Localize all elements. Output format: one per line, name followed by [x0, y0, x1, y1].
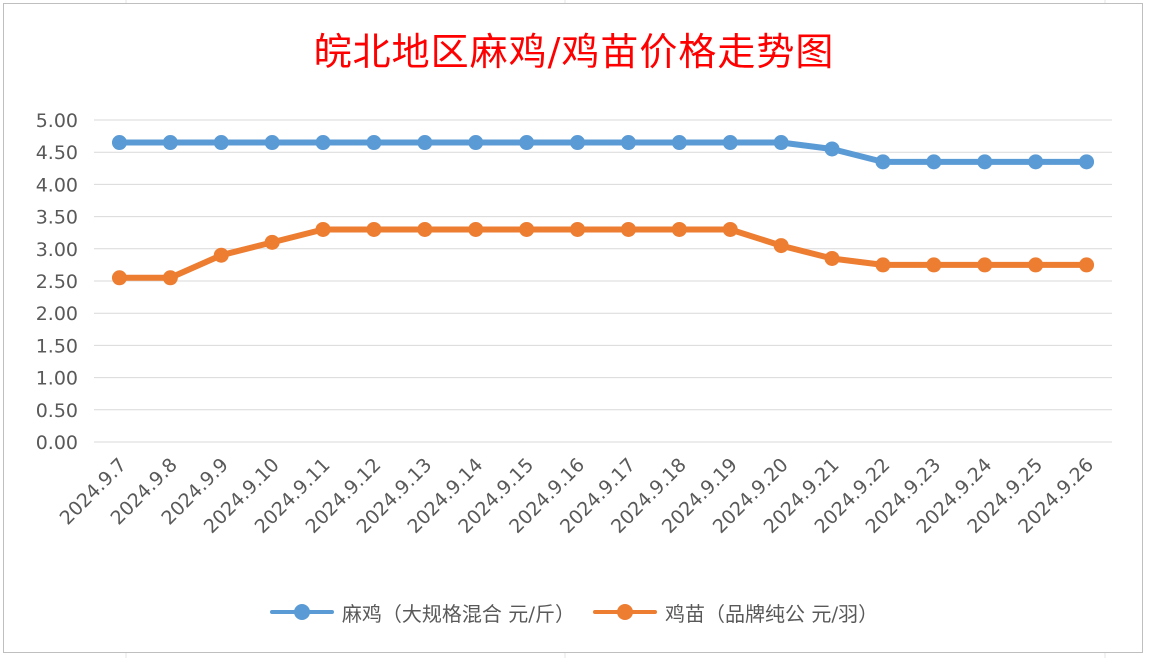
series-1-point[interactable]	[620, 135, 636, 151]
series-1-point[interactable]	[366, 135, 382, 151]
series-1-point[interactable]	[315, 135, 331, 151]
series-2-point[interactable]	[926, 257, 942, 273]
y-tick-label: 0.00	[36, 432, 78, 454]
series-2-point[interactable]	[366, 221, 382, 237]
series-1-point[interactable]	[824, 141, 840, 157]
series-1-point[interactable]	[671, 135, 687, 151]
series-2-point[interactable]	[1028, 257, 1044, 273]
series-2-point[interactable]	[468, 221, 484, 237]
series-1-point[interactable]	[468, 135, 484, 151]
series-2-point[interactable]	[315, 221, 331, 237]
series-2-point[interactable]	[824, 250, 840, 266]
plot-area: 5.00 4.50 4.00 3.50 3.00 2.50 2.00 1.50 1.00 0.50…	[36, 110, 1112, 538]
series-2-point[interactable]	[111, 270, 127, 286]
legend-marker-dot	[617, 604, 633, 620]
series-2-point[interactable]	[570, 221, 586, 237]
series-1-point[interactable]	[519, 135, 535, 151]
series-1-point[interactable]	[926, 154, 942, 170]
y-tick-label: 3.50	[36, 207, 78, 229]
y-tick-label: 1.00	[36, 368, 78, 390]
series-line-2	[116, 226, 1090, 281]
series-line-1	[116, 139, 1090, 165]
series-1-point[interactable]	[264, 135, 280, 151]
y-tick-label: 2.50	[36, 271, 78, 293]
series-1-point[interactable]	[417, 135, 433, 151]
chart-area[interactable]: 皖北地区麻鸡/鸡苗价格走势图 5.00 4.50 4.00 3.50 3.00 2.50 2…	[3, 3, 1143, 653]
series-1-point[interactable]	[875, 154, 891, 170]
series-2-point[interactable]	[875, 257, 891, 273]
series-1-point[interactable]	[722, 135, 738, 151]
series-2-point[interactable]	[162, 270, 178, 286]
series-2-point[interactable]	[519, 221, 535, 237]
series-1-point[interactable]	[111, 135, 127, 151]
chart-title: 皖北地区麻鸡/鸡苗价格走势图	[313, 30, 835, 74]
series-1-point[interactable]	[1079, 154, 1095, 170]
y-tick-label: 5.00	[36, 110, 78, 132]
y-tick-label: 3.00	[36, 239, 78, 261]
series-2-point[interactable]	[264, 234, 280, 250]
series-1-point[interactable]	[570, 135, 586, 151]
series-1-point[interactable]	[773, 135, 789, 151]
series-2-point[interactable]	[671, 221, 687, 237]
legend-label: 鸡苗（品牌纯公 元/羽）	[665, 601, 879, 626]
legend-label: 麻鸡（大规格混合 元/斤）	[341, 601, 575, 626]
y-tick-label: 1.50	[36, 335, 78, 357]
legend-marker	[269, 602, 334, 622]
legend-item-1[interactable]: 麻鸡（大规格混合 元/斤）	[269, 598, 575, 627]
series-2-point[interactable]	[417, 221, 433, 237]
series-1-point[interactable]	[213, 135, 229, 151]
series-1-point[interactable]	[1028, 154, 1044, 170]
series-2-point[interactable]	[213, 247, 229, 263]
legend-item-2[interactable]: 鸡苗（品牌纯公 元/羽）	[593, 598, 878, 627]
series-1-point[interactable]	[977, 154, 993, 170]
y-tick-label: 4.00	[36, 174, 78, 196]
series-2-point[interactable]	[977, 257, 993, 273]
y-tick-label: 2.00	[36, 303, 78, 325]
legend-marker	[593, 602, 657, 622]
series-2-point[interactable]	[1079, 257, 1095, 273]
series-2-point[interactable]	[722, 221, 738, 237]
legend-marker-dot	[293, 604, 310, 620]
legend: 麻鸡（大规格混合 元/斤） 鸡苗（品牌纯公 元/羽）	[4, 594, 1144, 630]
series-2-point[interactable]	[620, 221, 636, 237]
series-1-point[interactable]	[162, 135, 178, 151]
series-2-point[interactable]	[773, 238, 789, 254]
y-tick-label: 4.50	[36, 142, 78, 164]
y-tick-label: 0.50	[36, 400, 78, 422]
